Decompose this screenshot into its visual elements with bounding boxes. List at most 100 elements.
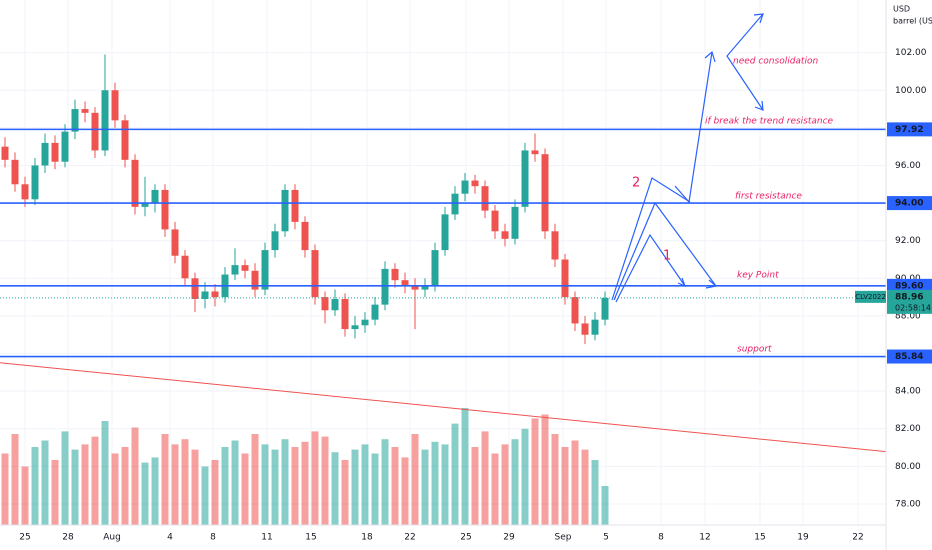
candle-body	[241, 265, 249, 271]
candle-body	[371, 304, 379, 320]
candle-body	[111, 90, 119, 121]
volume-bar	[371, 453, 379, 525]
candle-body	[491, 210, 499, 232]
annotation: if break the trend resistance	[705, 117, 834, 127]
volume-bar	[341, 460, 349, 525]
volume-bar	[421, 449, 429, 525]
arrow-head	[705, 279, 718, 289]
candle-body	[181, 255, 189, 279]
y-tick-label: 96.00	[895, 161, 921, 171]
arrow	[726, 13, 764, 111]
candle-body	[291, 189, 299, 222]
candle-body	[541, 154, 549, 232]
annotation: 1	[663, 249, 671, 264]
arrow-head	[753, 13, 764, 24]
volume-pane	[1, 408, 609, 525]
arrow-head	[754, 100, 764, 111]
volume-bar	[201, 466, 209, 525]
volume-bar	[461, 408, 469, 525]
x-tick-label: 29	[503, 533, 515, 543]
candle-body	[481, 186, 489, 211]
volume-bar	[221, 447, 229, 525]
countdown: 02:58:14	[895, 303, 931, 312]
candle-body	[451, 193, 459, 215]
candle-body	[61, 131, 69, 162]
volume-bar	[591, 460, 599, 525]
volume-bar	[41, 440, 49, 525]
candle-body	[361, 319, 369, 326]
x-tick-label: 22	[404, 533, 415, 543]
y-tick-label: 88.00	[895, 311, 921, 321]
trend-line	[0, 362, 887, 453]
last-price-label: 88.96	[895, 292, 923, 302]
volume-bar	[281, 439, 289, 525]
x-tick-label: 18	[361, 533, 373, 543]
price-pane	[0, 54, 887, 453]
candle-body	[321, 297, 329, 311]
candle-body	[561, 259, 569, 298]
volume-bar	[71, 449, 79, 525]
x-tick-label: 4	[167, 533, 173, 543]
x-tick-label: 19	[797, 533, 809, 543]
volume-bar	[31, 447, 39, 525]
candle-body	[271, 231, 279, 251]
volume-bar	[191, 449, 199, 525]
candle-body	[511, 206, 519, 239]
candle-body	[331, 298, 339, 311]
drawings: need consolidation if break the trend re…	[611, 13, 834, 355]
volume-bar	[321, 436, 329, 525]
x-tick-label: 11	[261, 533, 272, 543]
candle-body	[1, 146, 9, 160]
annotation: key Point	[737, 271, 779, 281]
volume-bar	[231, 440, 239, 525]
volume-bar	[291, 447, 299, 525]
volume-bar	[211, 460, 219, 525]
y-tick-label: 100.00	[895, 86, 927, 96]
x-tick-label: 8	[210, 533, 216, 543]
candle-body	[311, 250, 319, 298]
volume-bar	[391, 447, 399, 525]
volume-bar	[101, 421, 109, 525]
candle-body	[301, 221, 309, 251]
arrow	[674, 51, 713, 204]
candle-body	[51, 142, 59, 162]
level-box	[887, 349, 932, 364]
level-label: 89.60	[895, 281, 923, 291]
candle-body	[11, 159, 19, 185]
candle-body	[581, 323, 589, 335]
volume-bar	[481, 431, 489, 525]
symbol-box	[855, 290, 886, 303]
candle-body	[351, 325, 359, 330]
y-tick-label: 102.00	[895, 48, 927, 58]
volume-bar	[451, 423, 459, 525]
volume-bar	[411, 434, 419, 525]
candle-body	[461, 180, 469, 194]
volume-bar	[161, 434, 169, 525]
candle-body	[31, 165, 39, 200]
level-box	[887, 278, 932, 293]
x-tick-label: 12	[699, 533, 710, 543]
candle-body	[131, 159, 139, 207]
x-tick-label: 28	[62, 533, 74, 543]
x-tick-label: 8	[658, 533, 664, 543]
volume-bar	[361, 444, 369, 525]
currency: USD	[893, 5, 910, 14]
candle-body	[471, 180, 479, 187]
candle-body	[231, 265, 239, 275]
y-tick-label: 84.00	[895, 387, 921, 397]
volume-bar	[381, 439, 389, 525]
volume-bar	[521, 428, 529, 525]
volume-bar	[601, 486, 609, 525]
volume-bar	[81, 444, 89, 525]
level-box	[887, 122, 932, 137]
volume-bar	[171, 444, 179, 525]
candle-body	[191, 278, 199, 299]
candle-body	[101, 90, 109, 151]
level-label: 97.92	[895, 125, 923, 135]
candle-body	[251, 270, 259, 290]
volume-bar	[151, 457, 159, 525]
level-label: 85.84	[895, 352, 923, 362]
unit: barrel (US)	[893, 17, 932, 26]
volume-bar	[1, 453, 9, 525]
candle-body	[521, 150, 529, 207]
